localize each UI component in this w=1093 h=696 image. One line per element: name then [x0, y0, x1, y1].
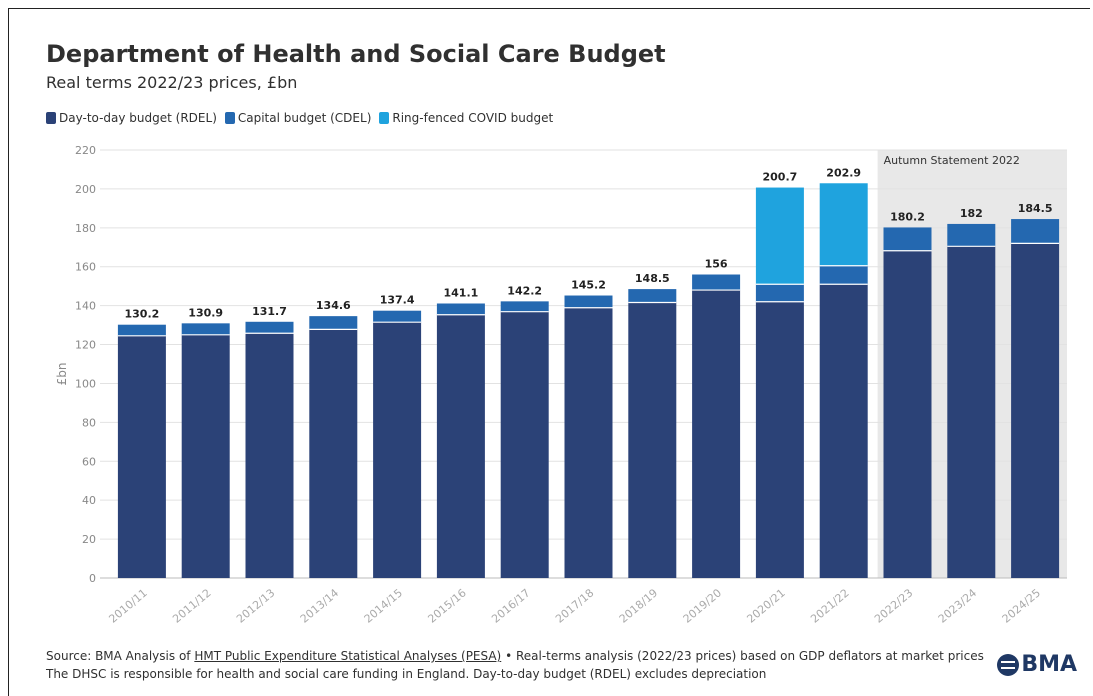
- x-tick-label: 2013/14: [298, 586, 341, 625]
- legend-label-covid: Ring-fenced COVID budget: [392, 111, 554, 125]
- forecast-region-label: Autumn Statement 2022: [884, 154, 1020, 167]
- bar-segment-rdel: [500, 311, 549, 578]
- bar-total-label: 182: [960, 207, 983, 220]
- bar-total-label: 137.4: [380, 294, 415, 307]
- bar-total-label: 130.2: [125, 308, 160, 321]
- y-tick-label: 40: [82, 494, 96, 507]
- x-tick-label: 2014/15: [362, 586, 405, 625]
- bar-segment-cdel: [309, 316, 358, 330]
- chart-frame: [8, 8, 1090, 696]
- bar-segment-cdel: [117, 324, 166, 336]
- x-tick-label: 2019/20: [681, 586, 724, 625]
- bar-total-label: 130.9: [188, 306, 223, 319]
- y-tick-label: 20: [82, 533, 96, 546]
- bar-segment-rdel: [309, 329, 358, 578]
- bar-segment-rdel: [628, 302, 677, 578]
- y-tick-label: 80: [82, 416, 96, 429]
- bar-segment-cdel: [819, 265, 868, 285]
- footer-source-prefix: Source: BMA Analysis of: [46, 649, 195, 663]
- y-tick-label: 200: [75, 183, 96, 196]
- legend-item-cdel: Capital budget (CDEL): [224, 111, 372, 125]
- bar-segment-rdel: [373, 322, 422, 578]
- bar-total-label: 202.9: [826, 166, 861, 179]
- y-axis-label: £bn: [55, 363, 69, 386]
- legend-label-rdel: Day-to-day budget (RDEL): [59, 111, 217, 125]
- bma-logo: BMA: [997, 652, 1077, 677]
- y-tick-label: 140: [75, 300, 96, 313]
- chart-title: Department of Health and Social Care Bud…: [46, 40, 666, 68]
- y-tick-label: 100: [75, 377, 96, 390]
- x-tick-label: 2016/17: [489, 586, 532, 625]
- x-tick-label: 2022/23: [872, 586, 915, 625]
- bar-segment-rdel: [1011, 243, 1060, 578]
- bar-segment-rdel: [436, 314, 485, 578]
- bar-segment-cdel: [947, 223, 996, 247]
- bar-segment-rdel: [947, 246, 996, 579]
- x-tick-label: 2011/12: [170, 586, 213, 625]
- footer-source-link[interactable]: HMT Public Expenditure Statistical Analy…: [194, 649, 502, 663]
- footer-note: The DHSC is responsible for health and s…: [46, 667, 767, 681]
- bar-total-label: 200.7: [763, 171, 798, 184]
- bar-segment-cdel: [373, 310, 422, 323]
- x-tick-label: 2010/11: [106, 586, 149, 625]
- bar-segment-cdel: [500, 301, 549, 312]
- bar-total-label: 141.1: [444, 286, 479, 299]
- bar-total-label: 131.7: [252, 305, 287, 318]
- bar-segment-covid: [819, 183, 868, 266]
- bar-segment-cdel: [181, 323, 230, 335]
- bar-segment-rdel: [181, 334, 230, 578]
- bar-total-label: 148.5: [635, 272, 670, 285]
- bar-segment-rdel: [564, 307, 613, 578]
- legend-swatch-covid: [379, 112, 390, 124]
- x-tick-label: 2023/24: [936, 586, 979, 625]
- bar-segment-covid: [755, 187, 804, 285]
- legend: Day-to-day budget (RDEL) Capital budget …: [46, 111, 561, 125]
- bar-segment-cdel: [245, 321, 294, 334]
- bar-segment-cdel: [436, 303, 485, 315]
- bar-segment-rdel: [883, 250, 932, 579]
- bar-chart: Autumn Statement 2022 0 20 40 60 80 100 120 140 1…: [55, 144, 1067, 626]
- bar-segment-cdel: [755, 284, 804, 302]
- bar-total-label: 184.5: [1018, 202, 1053, 215]
- footer-source-suffix: • Real-terms analysis (2022/23 prices) b…: [501, 649, 984, 663]
- bar-segment-rdel: [117, 335, 166, 578]
- y-tick-label: 0: [89, 572, 96, 585]
- y-tick-label: 220: [75, 144, 96, 157]
- chart-subtitle: Real terms 2022/23 prices, £bn: [46, 73, 298, 92]
- bma-logo-icon: [997, 653, 1020, 676]
- bar-segment-cdel: [692, 274, 741, 291]
- bar-segment-cdel: [628, 289, 677, 303]
- bar-segment-cdel: [883, 227, 932, 251]
- y-tick-label: 160: [75, 261, 96, 274]
- y-tick-label: 60: [82, 455, 96, 468]
- legend-item-rdel: Day-to-day budget (RDEL): [46, 111, 217, 125]
- bar-segment-rdel: [819, 284, 868, 578]
- footer: Source: BMA Analysis of HMT Public Expen…: [46, 647, 984, 683]
- bar-total-label: 156: [705, 258, 728, 271]
- x-tick-label: 2020/21: [744, 586, 787, 625]
- bar-segment-rdel: [755, 301, 804, 578]
- x-tick-label: 2015/16: [425, 586, 468, 625]
- bma-logo-text: BMA: [1021, 652, 1077, 677]
- bar-total-label: 145.2: [571, 279, 606, 292]
- bar-segment-rdel: [692, 290, 741, 578]
- bar-segment-cdel: [1011, 219, 1060, 244]
- bar-total-label: 142.2: [507, 284, 542, 297]
- bar-total-label: 134.6: [316, 299, 351, 312]
- legend-swatch-rdel: [46, 112, 56, 124]
- bar-segment-cdel: [564, 295, 613, 308]
- x-tick-label: 2021/22: [808, 586, 851, 625]
- x-tick-label: 2012/13: [234, 586, 277, 625]
- x-tick-label: 2018/19: [617, 586, 660, 625]
- legend-item-covid: Ring-fenced COVID budget: [379, 111, 553, 125]
- bar-total-label: 180.2: [890, 210, 925, 223]
- footer-source-line: Source: BMA Analysis of HMT Public Expen…: [46, 647, 984, 665]
- y-tick-label: 180: [75, 222, 96, 235]
- legend-label-cdel: Capital budget (CDEL): [237, 111, 372, 125]
- bar-segment-rdel: [245, 333, 294, 578]
- x-tick-label: 2017/18: [553, 586, 596, 625]
- legend-swatch-cdel: [224, 112, 235, 124]
- y-tick-label: 120: [75, 339, 96, 352]
- x-tick-label: 2024/25: [1000, 586, 1043, 625]
